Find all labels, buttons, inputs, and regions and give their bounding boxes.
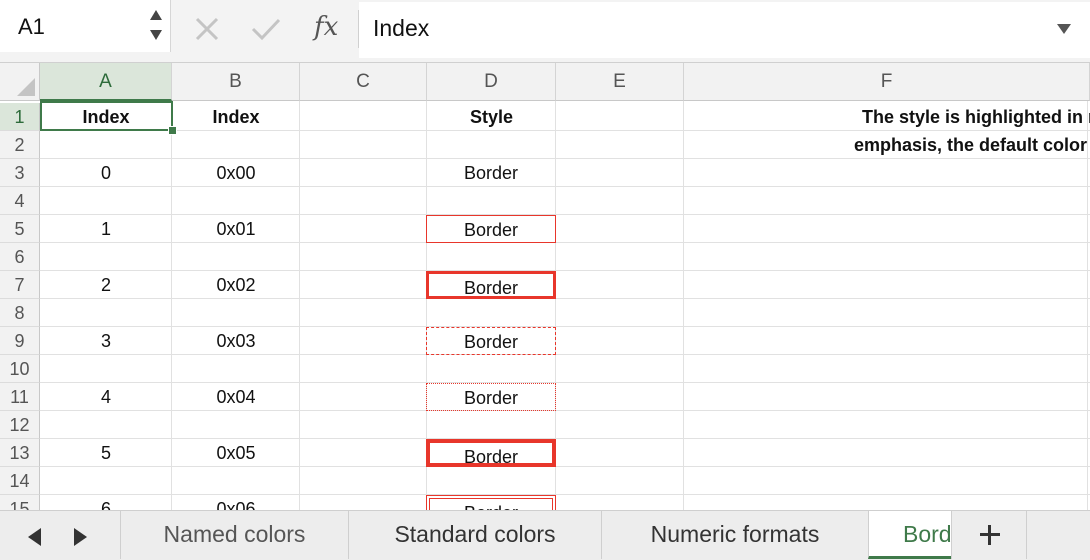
gridline (40, 158, 1090, 159)
gridline (40, 410, 1090, 411)
row-header-4[interactable]: 4 (0, 187, 40, 215)
cell-d3[interactable]: Border (463, 163, 519, 183)
row-header-5[interactable]: 5 (0, 215, 40, 243)
gridline (40, 382, 1090, 383)
cell-a9[interactable]: 3 (100, 331, 111, 351)
cell-a1[interactable]: Index (82, 107, 130, 127)
cell-d15[interactable]: Border (426, 495, 556, 510)
gridline (40, 214, 1090, 215)
gridline (40, 298, 1090, 299)
column-header-e[interactable]: E (556, 63, 684, 101)
row-header-15[interactable]: 15 (0, 495, 40, 510)
tab-numeric-formats[interactable]: Numeric formats (601, 511, 868, 559)
formula-value: Index (373, 15, 430, 41)
cell-d13[interactable]: Border (426, 439, 556, 467)
chevron-down-icon[interactable] (150, 30, 162, 40)
formula-bar: A1 fx Index (0, 0, 1090, 63)
name-box[interactable]: A1 (0, 0, 171, 52)
row-header-9[interactable]: 9 (0, 327, 40, 355)
row-header-14[interactable]: 14 (0, 467, 40, 495)
cell-f2-text: emphasis, the default color is black. (854, 135, 1090, 155)
formula-bar-divider (358, 10, 359, 48)
chevron-down-icon[interactable] (1057, 24, 1071, 34)
column-header-c[interactable]: C (300, 63, 427, 101)
cell-f2[interactable]: emphasis, the default color is black. (684, 131, 1090, 159)
tab-standard-colors[interactable]: Standard colors (348, 511, 601, 559)
gridline (40, 186, 1090, 187)
cell-f1-text: The style is highlighted in red for (862, 107, 1090, 127)
cell-b3[interactable]: 0x00 (216, 163, 256, 183)
row-header-2[interactable]: 2 (0, 131, 40, 159)
cell-d9[interactable]: Border (426, 327, 556, 355)
chevron-up-icon[interactable] (150, 10, 162, 20)
cell-a15[interactable]: 6 (100, 499, 111, 510)
row-header-6[interactable]: 6 (0, 243, 40, 271)
tab-borders[interactable]: Borders (868, 511, 951, 559)
sheet-tab-bar: Named colors Standard colors Numeric for… (0, 510, 1090, 560)
row-header-13[interactable]: 13 (0, 439, 40, 467)
name-box-stepper[interactable] (148, 8, 164, 46)
row-header-11[interactable]: 11 (0, 383, 40, 411)
select-all-icon (17, 78, 35, 96)
gridline (299, 101, 300, 510)
plus-icon-stroke (988, 525, 991, 545)
row-header-7[interactable]: 7 (0, 271, 40, 299)
row-header-12[interactable]: 12 (0, 411, 40, 439)
gridline (40, 354, 1090, 355)
cell-b15[interactable]: 0x06 (216, 499, 256, 510)
row-header-8[interactable]: 8 (0, 299, 40, 327)
name-box-value: A1 (18, 14, 45, 39)
gridline (1087, 101, 1088, 510)
cell-b7[interactable]: 0x02 (216, 275, 256, 295)
function-icon[interactable]: fx (314, 12, 339, 42)
cell-d11[interactable]: Border (426, 383, 556, 411)
fill-handle[interactable] (168, 126, 177, 135)
column-header-d[interactable]: D (427, 63, 556, 101)
row-header-3[interactable]: 3 (0, 159, 40, 187)
cell-b1[interactable]: Index (212, 107, 260, 127)
gridline (40, 466, 1090, 467)
cell-a7[interactable]: 2 (100, 275, 111, 295)
checkmark-icon[interactable] (250, 16, 282, 42)
cell-b11[interactable]: 0x04 (216, 387, 256, 407)
column-header-a[interactable]: A (40, 63, 172, 101)
formula-tools: fx (172, 2, 358, 58)
select-all-corner[interactable] (0, 63, 40, 101)
cell-b5[interactable]: 0x01 (216, 219, 256, 239)
gridline (171, 101, 172, 510)
cell-a3[interactable]: 0 (100, 163, 111, 183)
gridline (40, 438, 1090, 439)
cell-d5[interactable]: Border (426, 215, 556, 243)
column-header-f[interactable]: F (684, 63, 1090, 101)
gridline (683, 101, 684, 510)
cell-d7[interactable]: Border (426, 271, 556, 299)
cell-a11[interactable]: 4 (100, 387, 111, 407)
cell-a13[interactable]: 5 (100, 443, 111, 463)
cell-f1[interactable]: The style is highlighted in red for (684, 103, 1090, 131)
formula-input[interactable]: Index (359, 2, 1090, 58)
gridline (40, 270, 1090, 271)
cell-a5[interactable]: 1 (100, 219, 111, 239)
add-sheet-button[interactable] (951, 511, 1027, 559)
cell-b13[interactable]: 0x05 (216, 443, 256, 463)
sheet-grid[interactable]: A B C D E F 1 2 3 4 5 6 7 8 9 10 11 12 1… (0, 63, 1090, 510)
column-header-b[interactable]: B (172, 63, 300, 101)
gridline (426, 101, 427, 510)
active-cell-selection (40, 101, 173, 131)
gridline (40, 130, 1090, 131)
chevron-left-icon[interactable] (28, 528, 41, 546)
gridline (40, 494, 1090, 495)
chevron-right-icon[interactable] (74, 528, 87, 546)
gridline (40, 326, 1090, 327)
cancel-icon[interactable] (194, 16, 220, 42)
gridline (555, 101, 556, 510)
row-header-1[interactable]: 1 (0, 103, 40, 131)
row-header-10[interactable]: 10 (0, 355, 40, 383)
cell-b9[interactable]: 0x03 (216, 331, 256, 351)
gridline (40, 242, 1090, 243)
cell-d1[interactable]: Style (469, 107, 514, 127)
tab-named-colors[interactable]: Named colors (120, 511, 348, 559)
